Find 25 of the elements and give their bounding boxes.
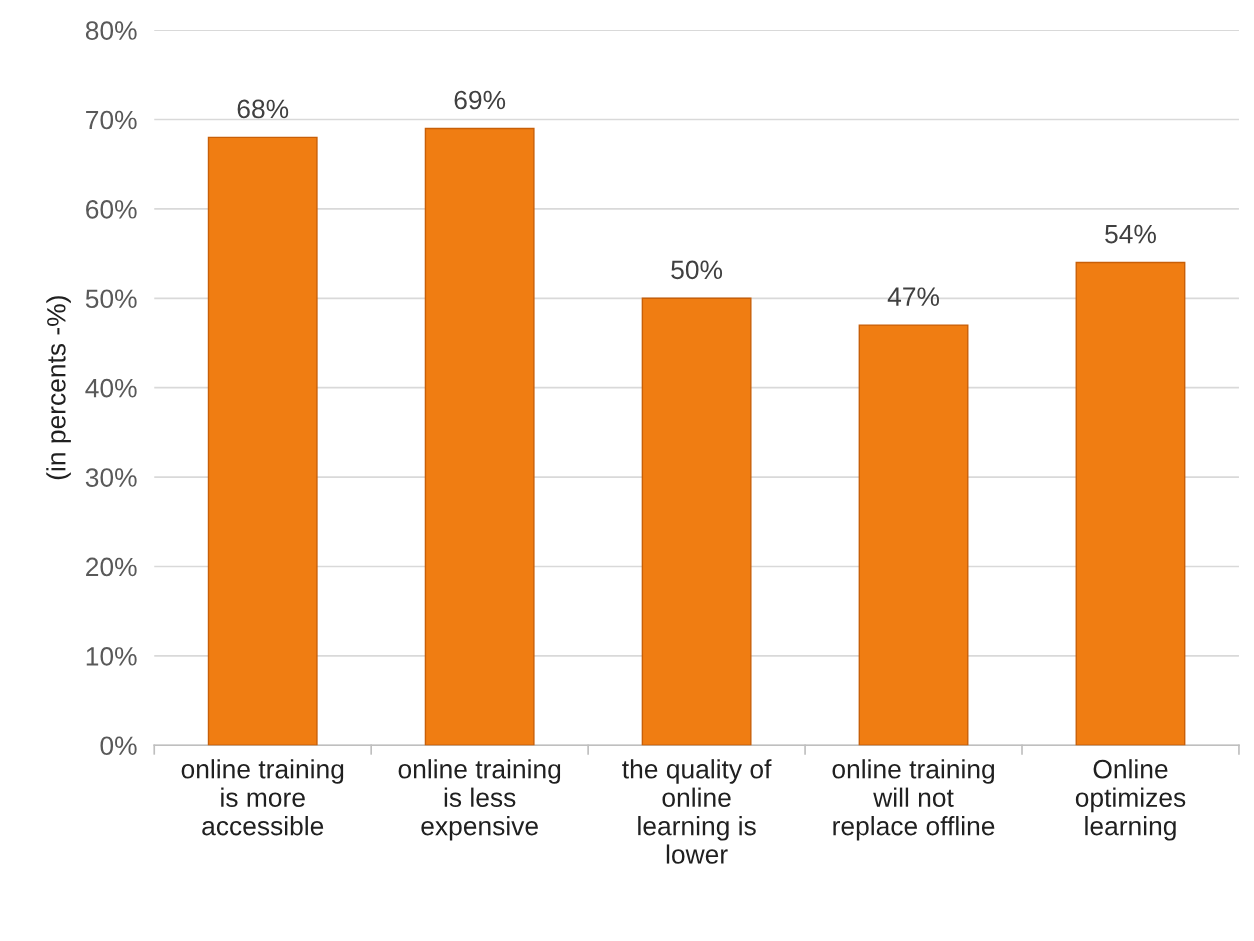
y-tick-label: 20% (86, 557, 137, 577)
bar (207, 136, 318, 746)
bar (858, 324, 969, 746)
data-label: 47% (887, 287, 940, 306)
x-tick-label: the quality of online learning is lower (622, 759, 772, 864)
data-label: 54% (1105, 224, 1156, 244)
y-tick-label: 70% (86, 110, 137, 130)
bar (1075, 261, 1186, 746)
x-tick-label: online training will not replace offline (832, 759, 995, 841)
y-tick-label: 10% (86, 647, 137, 666)
y-tick-label: 60% (86, 200, 137, 219)
y-tick-label: 40% (85, 378, 137, 398)
data-label: 50% (671, 260, 723, 280)
y-tick-label: 30% (85, 468, 137, 487)
x-tick-label: online training is more accessible (181, 759, 344, 836)
data-label: 69% (454, 90, 506, 110)
y-axis-title: (in percents -%) (46, 296, 71, 480)
data-label: 68% (237, 99, 289, 119)
y-tick-label: 50% (85, 289, 137, 309)
x-tick-label: Online optimizes learning (1075, 759, 1186, 841)
bar (641, 297, 752, 746)
bar (424, 127, 535, 746)
y-tick-label: 0% (100, 736, 137, 756)
x-tick-label: online training is less expensive (398, 759, 561, 841)
y-tick-label: 80% (85, 21, 137, 40)
